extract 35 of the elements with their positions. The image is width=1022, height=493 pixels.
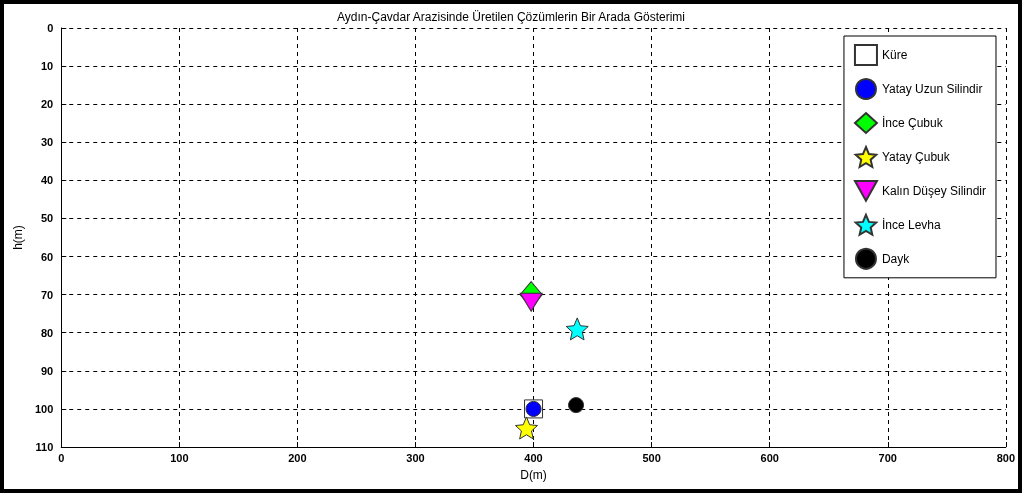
legend-label: İnce Levha [881, 217, 941, 232]
y-tick-label: 70 [41, 288, 54, 301]
y-tick-label: 40 [41, 174, 54, 187]
point [565, 317, 589, 341]
y-axis-title: h(m) [11, 225, 25, 250]
y-tick-label: 100 [34, 402, 54, 415]
y-tick-label: 10 [41, 60, 54, 73]
y-tick-label: 80 [41, 326, 54, 339]
legend-label: Dayk [881, 251, 911, 266]
x-tick-label: 100 [170, 451, 189, 464]
x-tick-label: 200 [288, 451, 307, 464]
y-tick-label: 30 [41, 136, 54, 149]
x-tick-label: 500 [642, 451, 661, 464]
x-axis-title: D(m) [520, 468, 547, 482]
legend-label: İnce Çubuk [881, 116, 944, 130]
y-tick-label: 0 [47, 22, 54, 34]
legend-label: Kalın Düşey Silindir [881, 183, 986, 198]
y-tick-label: 50 [41, 212, 54, 225]
y-tick-label: 90 [41, 364, 54, 377]
x-tick-label: 600 [760, 451, 779, 464]
y-tick-label: 110 [35, 441, 54, 453]
x-tick-label: 400 [524, 451, 543, 464]
y-tick-label: 20 [41, 98, 54, 111]
legend-label: Yatay Uzun Silindir [881, 82, 983, 96]
x-tick-label: 300 [406, 451, 425, 464]
chart-title: Aydın-Çavdar Arazisinde Üretilen Çözümlerin Bir Arada Gösterimi [337, 10, 685, 24]
point [568, 397, 585, 414]
point [514, 416, 538, 440]
x-tick-label: 800 [996, 451, 1015, 464]
legend-label: Küre [881, 48, 908, 62]
x-tick-label: 700 [878, 451, 897, 464]
x-tick-label: 0 [58, 451, 65, 464]
legend-label: Yatay Çubuk [881, 150, 951, 164]
point [519, 292, 543, 312]
y-tick-label: 60 [41, 250, 54, 263]
